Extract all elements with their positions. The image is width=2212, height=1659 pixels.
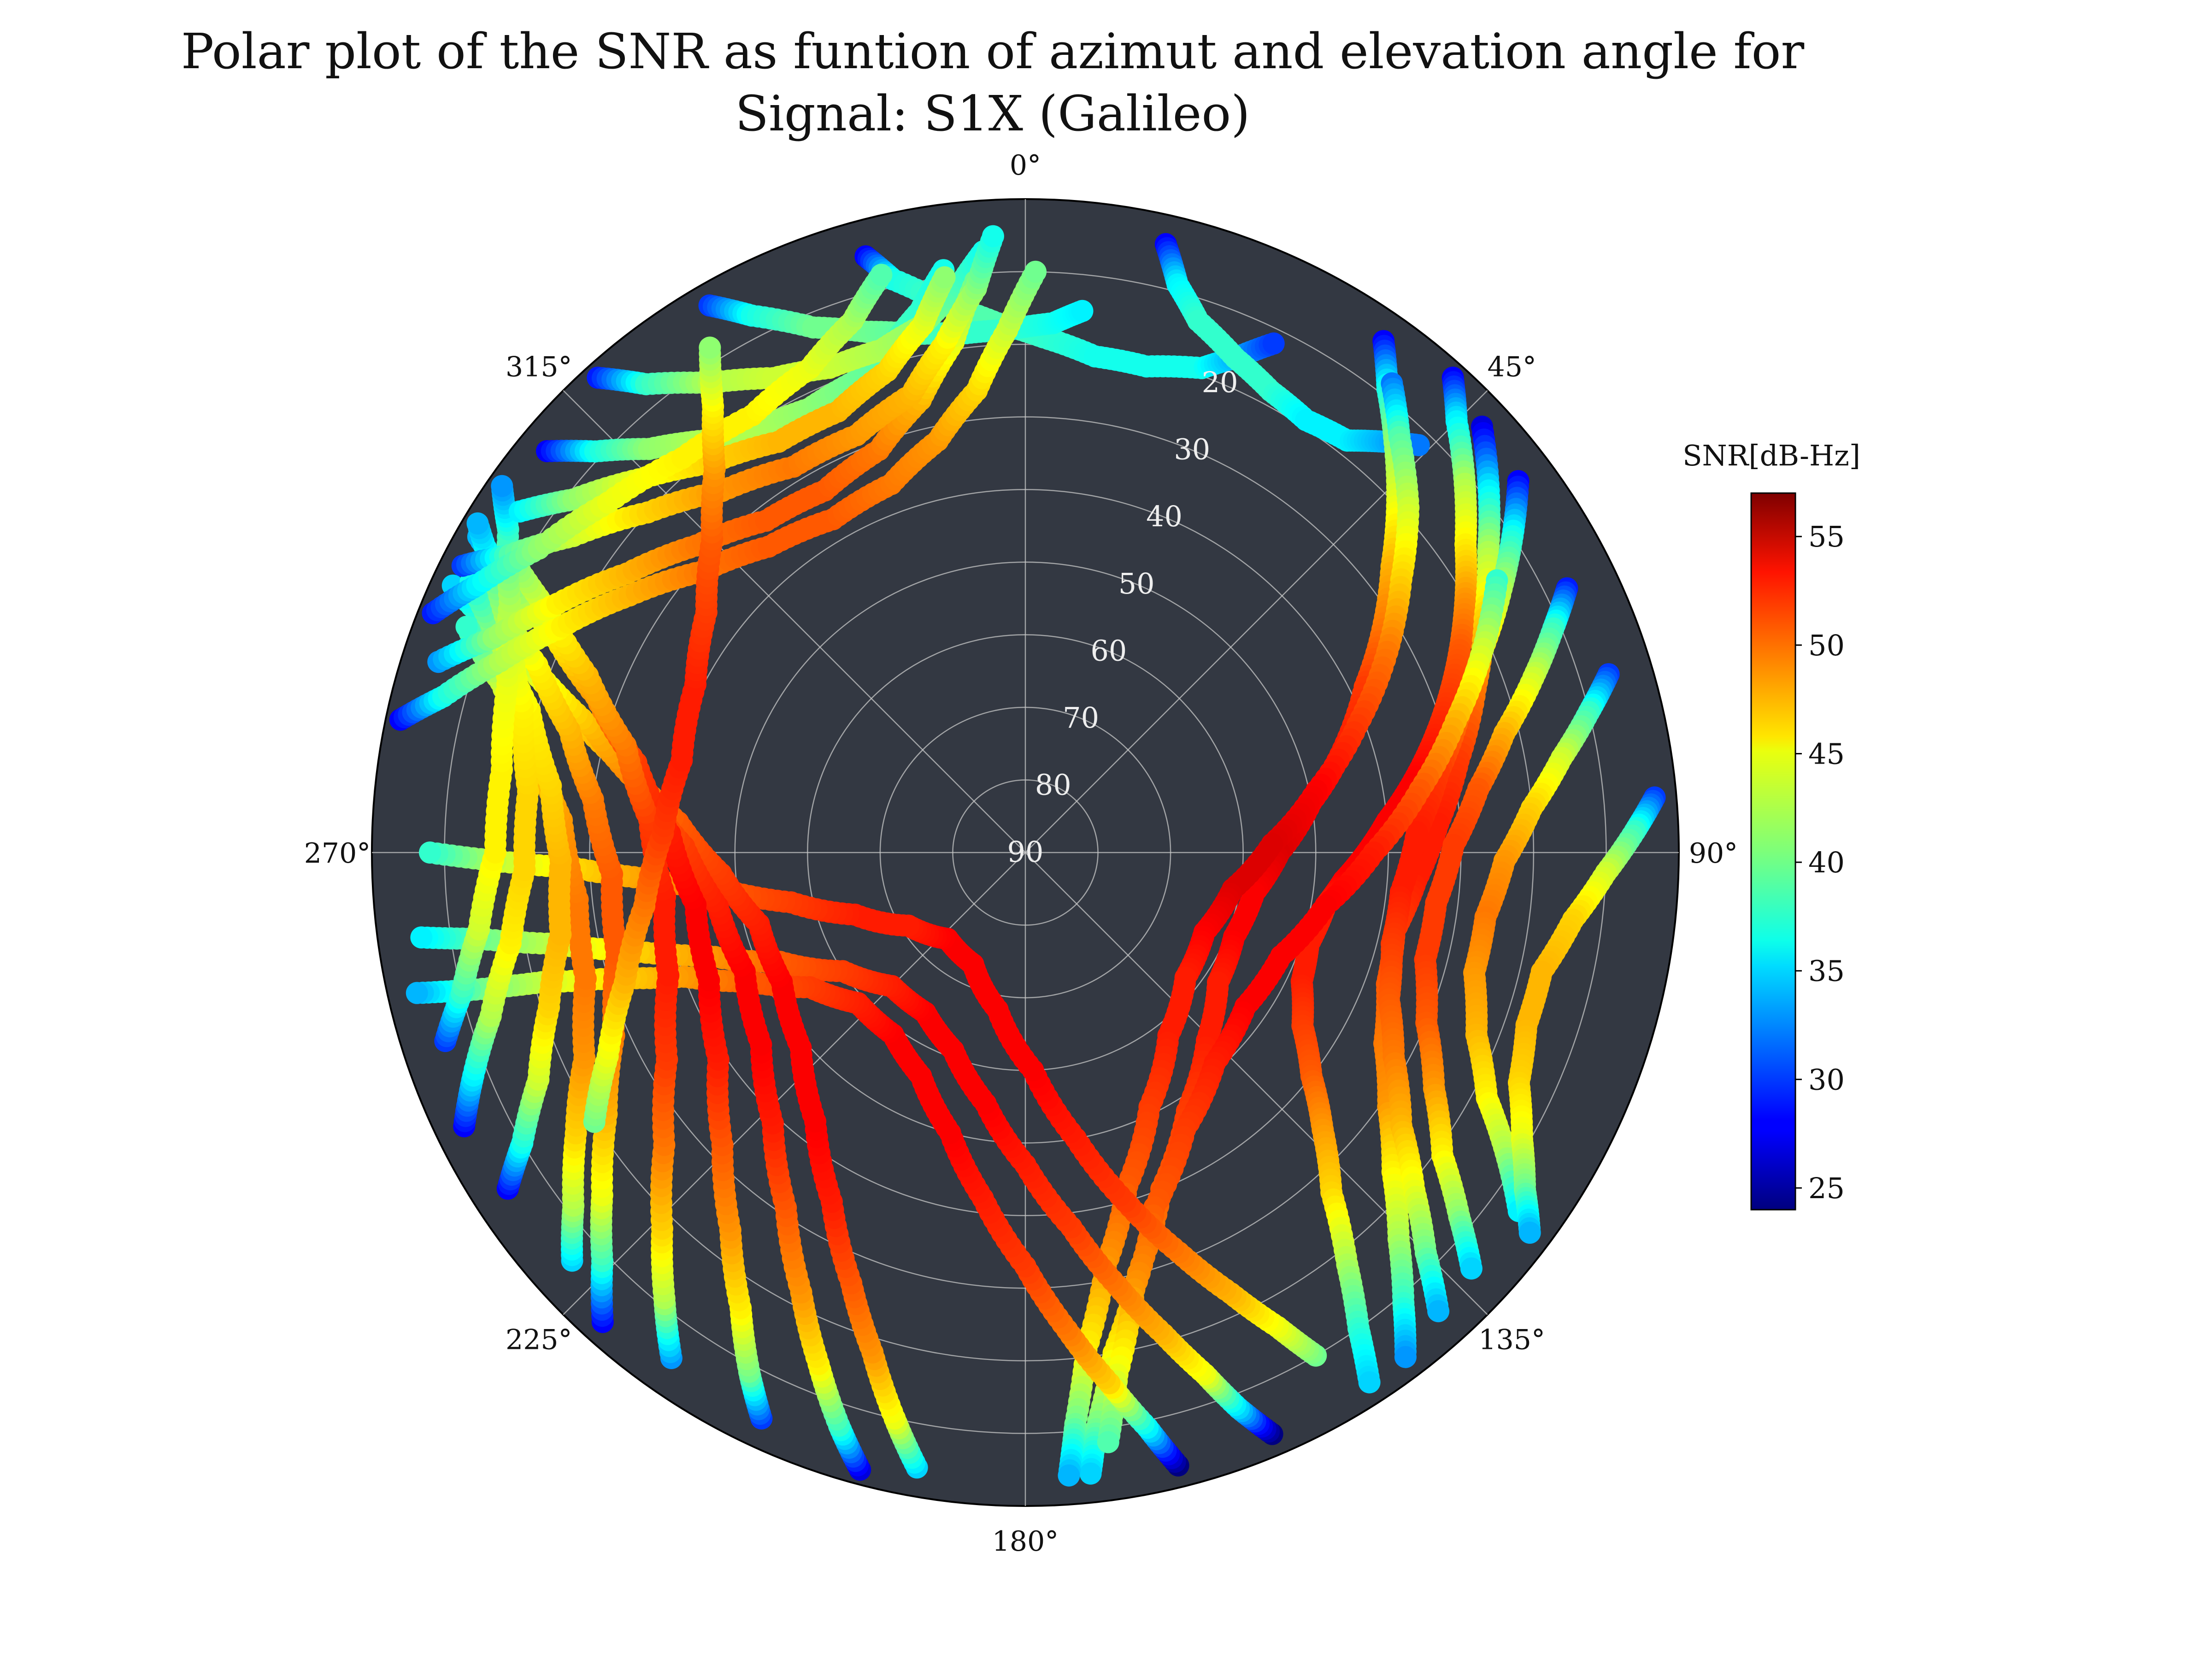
azimuth-tick-label: 180° bbox=[992, 1525, 1059, 1558]
elevation-tick-label: 70 bbox=[1063, 701, 1099, 735]
snr-point bbox=[933, 266, 956, 288]
elevation-tick-label: 30 bbox=[1174, 433, 1210, 466]
snr-point bbox=[1358, 1371, 1381, 1394]
snr-point bbox=[419, 841, 441, 864]
snr-point bbox=[466, 512, 489, 535]
elevation-tick-label: 90 bbox=[1007, 835, 1044, 869]
snr-point bbox=[1097, 1431, 1119, 1453]
snr-point bbox=[410, 926, 433, 949]
colorbar-tick-label: 45 bbox=[1808, 737, 1845, 771]
snr-point bbox=[1024, 260, 1047, 283]
snr-point bbox=[870, 264, 893, 286]
azimuth-tick-labels: 0° 45° 90° 135° 180° 225° 270° 315° bbox=[304, 149, 1738, 1558]
snr-scatter-points bbox=[389, 225, 1666, 1487]
colorbar-tick-label: 40 bbox=[1808, 846, 1845, 879]
colorbar-tick-label: 55 bbox=[1808, 520, 1845, 553]
snr-point bbox=[406, 982, 428, 1004]
elevation-tick-labels: 20 30 40 50 60 70 80 90 bbox=[1007, 365, 1238, 869]
snr-point bbox=[1460, 1257, 1483, 1280]
azimuth-tick-label: 225° bbox=[506, 1324, 572, 1356]
snr-point bbox=[1407, 434, 1430, 456]
grid-spoke bbox=[1025, 852, 1488, 1315]
snr-point bbox=[699, 336, 721, 359]
chart-title-line-2: Signal: S1X (Galileo) bbox=[735, 85, 1250, 142]
elevation-tick-label: 80 bbox=[1035, 768, 1071, 801]
snr-point bbox=[1262, 332, 1285, 355]
snr-point bbox=[1071, 300, 1094, 322]
azimuth-tick-label: 315° bbox=[506, 351, 572, 383]
elevation-tick-label: 20 bbox=[1202, 365, 1238, 399]
snr-point bbox=[491, 475, 513, 497]
snr-point bbox=[1518, 1221, 1541, 1244]
snr-point bbox=[1427, 1300, 1450, 1323]
elevation-tick-label: 50 bbox=[1118, 567, 1155, 600]
azimuth-tick-label: 45° bbox=[1488, 351, 1536, 383]
grid-spoke bbox=[563, 390, 1026, 853]
snr-point bbox=[982, 225, 1004, 247]
azimuth-tick-label: 270° bbox=[304, 837, 371, 870]
snr-point bbox=[1079, 1462, 1102, 1485]
azimuth-tick-label: 0° bbox=[1010, 149, 1041, 182]
elevation-tick-label: 40 bbox=[1146, 500, 1182, 533]
snr-point bbox=[455, 616, 478, 638]
colorbar-tick-label: 35 bbox=[1808, 954, 1845, 988]
colorbar-tick-label: 25 bbox=[1808, 1171, 1845, 1205]
colorbar bbox=[1750, 492, 1796, 1211]
colorbar-tick-label: 50 bbox=[1808, 629, 1845, 662]
colorbar-ticks: 25 30 35 40 45 50 55 bbox=[1795, 520, 1845, 1205]
azimuth-tick-label: 90° bbox=[1689, 837, 1738, 870]
colorbar-tick-label: 30 bbox=[1808, 1063, 1845, 1096]
snr-point bbox=[1394, 1346, 1417, 1368]
azimuth-tick-label: 135° bbox=[1478, 1324, 1545, 1356]
colorbar-label: SNR[dB-Hz] bbox=[1683, 439, 1860, 472]
chart-title-line-1: Polar plot of the SNR as funtion of azim… bbox=[181, 23, 1805, 80]
snr-point bbox=[1058, 1464, 1080, 1487]
elevation-tick-label: 60 bbox=[1090, 634, 1127, 667]
